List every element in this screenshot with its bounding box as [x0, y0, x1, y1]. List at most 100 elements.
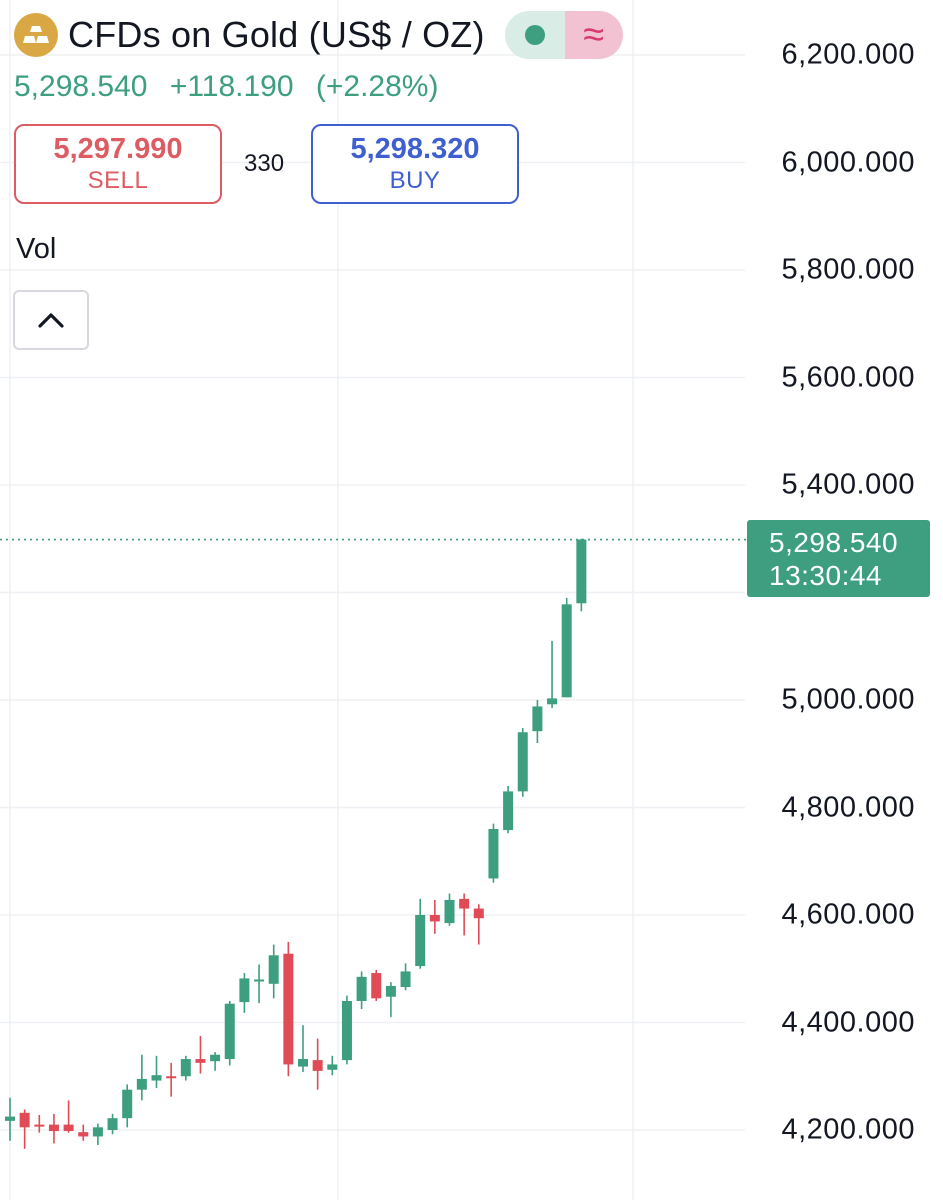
candle: [576, 538, 587, 612]
candle: [473, 904, 484, 945]
buy-button[interactable]: 5,298.320 BUY: [311, 124, 519, 204]
axis-tick-label: 4,600.000: [781, 898, 915, 931]
volume-indicator-label[interactable]: Vol: [16, 233, 57, 265]
candle: [444, 893, 455, 926]
candle-body: [254, 979, 265, 982]
candle-body: [400, 971, 411, 988]
candle-body: [166, 1076, 177, 1079]
last-price-tag: 5,298.540 13:30:44: [747, 520, 930, 597]
candle: [415, 898, 426, 969]
candle-body: [63, 1124, 74, 1132]
candle: [561, 597, 572, 698]
chart-header: CFDs on Gold (US$ / OZ) ≈: [14, 11, 623, 59]
candle: [298, 1025, 308, 1072]
candle-body: [532, 706, 543, 732]
candle-body: [473, 908, 484, 919]
candle: [180, 1055, 191, 1081]
candle: [210, 1052, 221, 1071]
candle: [63, 1100, 74, 1133]
axis-tick-label: 4,800.000: [781, 791, 915, 823]
candle: [517, 727, 528, 797]
candle: [356, 971, 367, 1010]
buy-label: BUY: [389, 167, 441, 194]
bar-countdown: 13:30:44: [769, 559, 882, 591]
candle-body: [444, 899, 455, 924]
candle: [459, 893, 470, 936]
candle-body: [210, 1054, 221, 1062]
last-price: 5,298.540: [14, 70, 148, 103]
price-change: +118.190: [169, 70, 294, 103]
candle-body: [385, 985, 396, 997]
candle-body: [78, 1132, 89, 1137]
candle: [239, 973, 250, 1013]
candle: [429, 899, 440, 934]
candle: [224, 1001, 235, 1066]
candle-body: [488, 829, 499, 879]
candle-body: [151, 1075, 162, 1081]
candle: [34, 1114, 45, 1133]
candle: [385, 982, 396, 1018]
sell-button[interactable]: 5,297.990 SELL: [14, 124, 222, 204]
chevron-up-icon: [38, 313, 64, 328]
axis-tick-label: 5,000.000: [781, 683, 915, 716]
axis-tick-label: 6,000.000: [781, 146, 915, 178]
market-open-dot-icon: [504, 11, 565, 59]
candle-body: [180, 1059, 191, 1077]
candle-body: [517, 732, 528, 792]
candle-body: [429, 915, 440, 922]
spread-value: 330: [244, 150, 285, 177]
candle-body: [107, 1118, 118, 1130]
candle-body: [92, 1127, 103, 1137]
candle: [48, 1113, 59, 1144]
price-change-percent: (+2.28%): [315, 70, 439, 103]
candle-body: [327, 1064, 338, 1070]
approx-wave-icon: ≈: [564, 11, 623, 59]
gold-bars-icon: [14, 13, 58, 57]
quote-line: 5,298.540 +118.190 (+2.28%): [14, 70, 438, 104]
candle: [107, 1113, 118, 1135]
candle: [327, 1055, 338, 1076]
market-status-pill[interactable]: ≈: [504, 11, 623, 59]
axis-tick-label: 4,400.000: [781, 1006, 915, 1038]
candle-body: [561, 604, 572, 698]
candle-body: [224, 1003, 235, 1060]
sell-price: 5,297.990: [53, 133, 183, 165]
candle-body: [239, 978, 250, 1003]
candle: [268, 944, 279, 999]
candle-body: [503, 791, 514, 831]
candle: [400, 963, 411, 991]
candle-body: [268, 955, 279, 984]
buy-price: 5,298.320: [350, 133, 480, 165]
candle: [122, 1084, 133, 1128]
candle: [371, 969, 382, 1001]
candle: [19, 1109, 30, 1149]
candle-body: [459, 898, 470, 909]
sell-label: SELL: [87, 167, 149, 194]
candle: [532, 700, 543, 743]
candle: [166, 1062, 177, 1097]
candle-body: [341, 1001, 352, 1061]
candle: [283, 941, 294, 1077]
candle-body: [48, 1124, 59, 1132]
axis-tick-label: 5,400.000: [781, 468, 915, 501]
collapse-legend-button[interactable]: [13, 290, 89, 350]
candle-body: [356, 976, 367, 1001]
candle-body: [298, 1059, 308, 1067]
candle-body: [576, 539, 587, 604]
candle: [92, 1123, 103, 1146]
axis-tick-label: 6,200.000: [781, 38, 915, 71]
axis-tick-label: 4,200.000: [781, 1113, 915, 1146]
symbol-title[interactable]: CFDs on Gold (US$ / OZ): [68, 14, 485, 55]
candle-body: [195, 1059, 206, 1063]
axis-tick-label: 5,600.000: [781, 361, 915, 393]
candle: [5, 1097, 15, 1141]
candle-body: [136, 1078, 147, 1090]
axis-tick-label: 5,800.000: [781, 253, 915, 286]
candle: [195, 1035, 206, 1074]
candle: [341, 995, 352, 1065]
candle: [503, 786, 514, 834]
candle-body: [415, 915, 426, 967]
candle: [254, 964, 265, 1004]
candle: [78, 1124, 89, 1141]
